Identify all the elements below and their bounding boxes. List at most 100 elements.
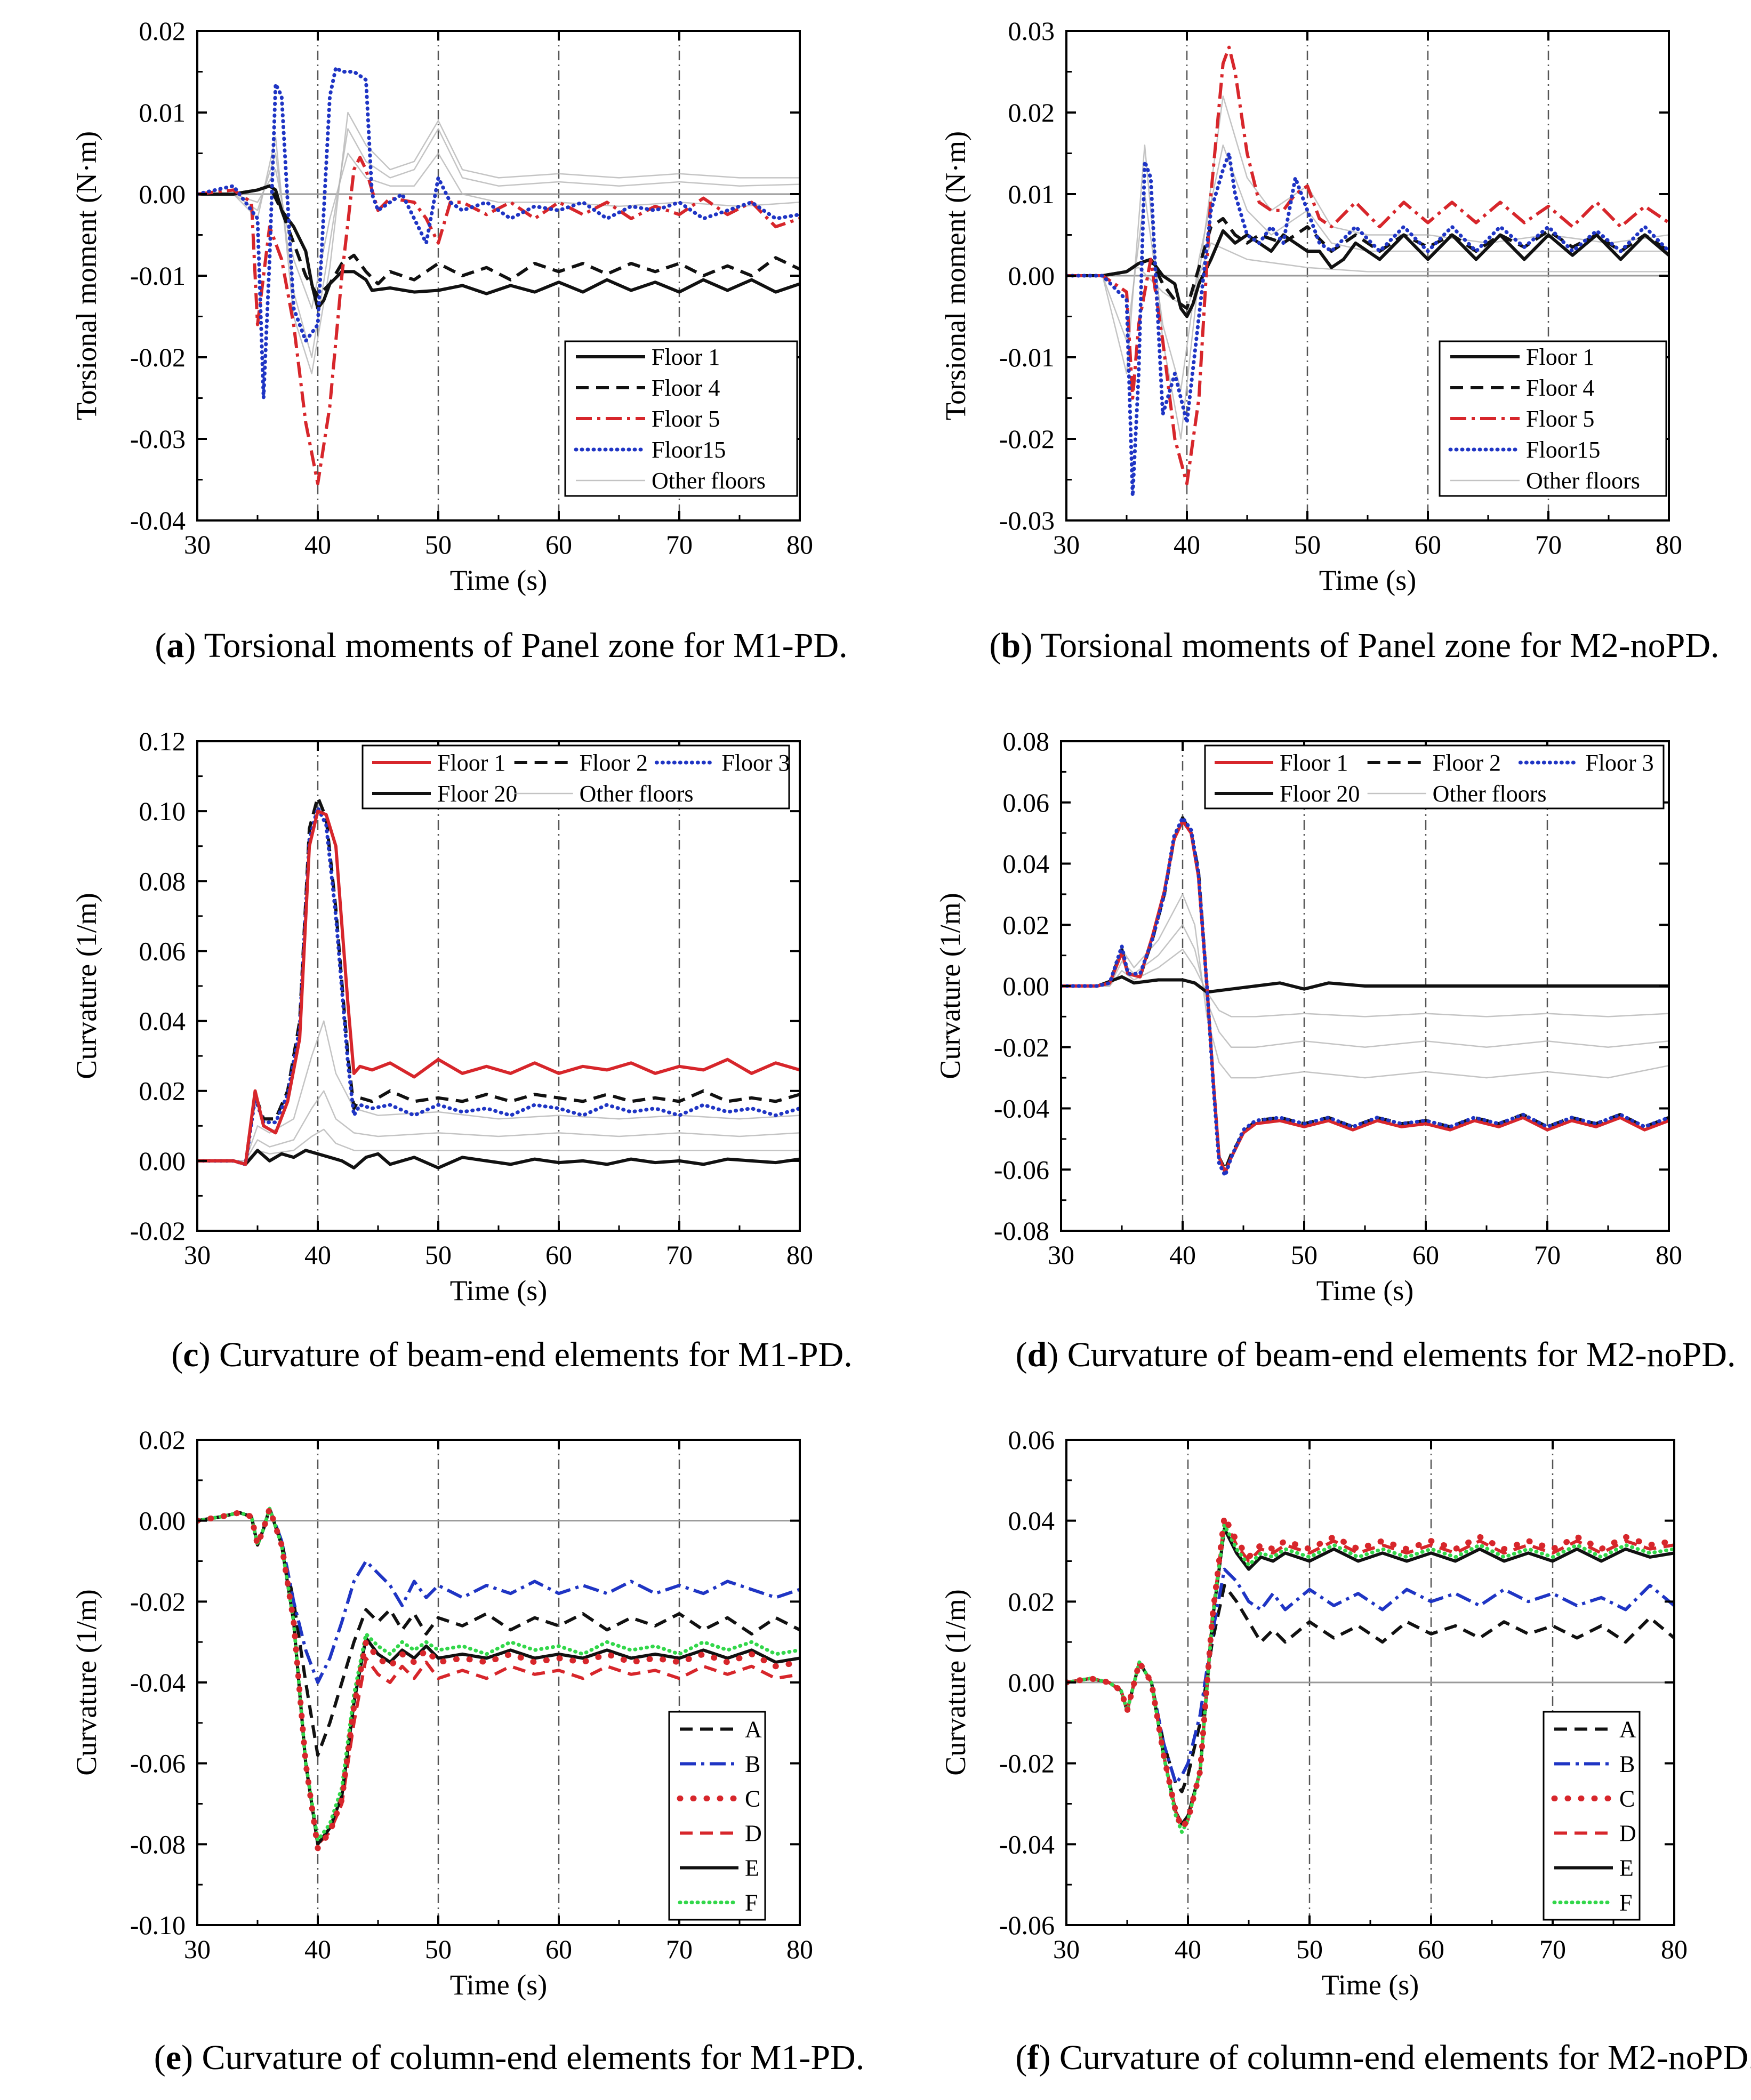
panel-caption: (f) Curvature of column-end elements for… bbox=[1015, 2038, 1751, 2077]
x-tick-label: 60 bbox=[545, 1240, 572, 1270]
y-tick-label: -0.06 bbox=[130, 1749, 186, 1778]
series-line-other-floors bbox=[197, 1128, 800, 1162]
y-tick-label: -0.02 bbox=[130, 1216, 186, 1246]
chart-panel-a: 30 40 50 60 70 80 -0.04 -0.03 -0.02 -0.01 0.00 0.01… bbox=[70, 16, 848, 665]
x-axis-label: Time (s) bbox=[450, 1275, 548, 1307]
legend-label: Floor 2 bbox=[580, 750, 648, 776]
x-tick-label: 60 bbox=[545, 1934, 572, 1964]
legend-label: B bbox=[745, 1751, 760, 1777]
panel-caption: (e) Curvature of column-end elements for… bbox=[154, 2038, 864, 2077]
x-tick-label: 40 bbox=[304, 1240, 331, 1270]
y-tick-label: -0.03 bbox=[130, 424, 186, 454]
x-tick-label: 80 bbox=[1656, 1240, 1682, 1270]
x-tick-label: 70 bbox=[1535, 530, 1562, 559]
series-line-a bbox=[197, 1506, 800, 1757]
panel-caption: (d) Curvature of beam-end elements for M… bbox=[1016, 1335, 1736, 1374]
legend-label: Floor 1 bbox=[1526, 344, 1594, 370]
legend-label: E bbox=[1619, 1855, 1634, 1881]
y-tick-label: -0.06 bbox=[999, 1910, 1055, 1940]
caption-text: Torsional moments of Panel zone for M1-P… bbox=[196, 626, 847, 665]
caption-letter: b bbox=[1001, 626, 1021, 665]
y-tick-label: 0.01 bbox=[1008, 179, 1055, 209]
x-tick-label: 70 bbox=[666, 530, 693, 559]
y-tick-label: 0.02 bbox=[1008, 98, 1055, 127]
y-tick-label: -0.10 bbox=[130, 1910, 186, 1940]
y-axis-label: Curvature (1/m) bbox=[70, 893, 102, 1079]
caption-paren-close: ) bbox=[181, 2038, 193, 2077]
caption-letter: d bbox=[1027, 1335, 1047, 1374]
y-tick-label: 0.01 bbox=[139, 98, 186, 127]
x-tick-label: 50 bbox=[1296, 1934, 1323, 1964]
series-line-c bbox=[1066, 1513, 1674, 1831]
y-tick-label: 0.00 bbox=[1003, 971, 1050, 1001]
legend-box bbox=[1439, 340, 1667, 497]
panel-caption: (c) Curvature of beam-end elements for M… bbox=[171, 1335, 852, 1374]
series-line-floor15 bbox=[197, 66, 800, 400]
y-tick-label: -0.01 bbox=[999, 342, 1055, 372]
legend-label: Other floors bbox=[580, 781, 694, 807]
x-tick-label: 40 bbox=[1175, 1934, 1201, 1964]
legend-label: A bbox=[745, 1717, 762, 1743]
y-tick-label: 0.00 bbox=[1008, 1668, 1055, 1697]
x-tick-label: 80 bbox=[786, 530, 813, 559]
caption-paren-close: ) bbox=[1039, 2038, 1050, 2077]
legend-label: Other floors bbox=[652, 468, 766, 494]
y-tick-label: -0.02 bbox=[999, 1749, 1055, 1778]
caption-letter: c bbox=[183, 1335, 198, 1374]
legend-label: Floor 1 bbox=[437, 750, 505, 776]
plot-frame bbox=[196, 740, 801, 1232]
series-line-floor-4 bbox=[1066, 217, 1669, 310]
y-tick-label: 0.04 bbox=[139, 1006, 186, 1036]
legend-label: Other floors bbox=[1433, 781, 1547, 807]
series-line-other-floors bbox=[197, 111, 800, 374]
x-axis-label: Time (s) bbox=[1316, 1275, 1414, 1307]
x-tick-label: 50 bbox=[425, 1240, 452, 1270]
series-group bbox=[197, 66, 800, 486]
series-line-floor-20 bbox=[1061, 975, 1669, 994]
series-line-floor-1 bbox=[197, 184, 800, 310]
legend-label: F bbox=[745, 1890, 758, 1916]
chart-panel-e: 30 40 50 60 70 80 -0.10 -0.08 -0.06 -0.04 -0.02 0.0… bbox=[70, 1425, 864, 2077]
series-line-floor-2 bbox=[197, 795, 800, 1166]
x-tick-label: 60 bbox=[1418, 1934, 1444, 1964]
legend-box bbox=[362, 744, 790, 809]
y-tick-label: -0.03 bbox=[999, 506, 1055, 535]
series-line-floor15 bbox=[1066, 151, 1669, 498]
x-tick-label: 80 bbox=[786, 1240, 813, 1270]
chart-panel-f: 30 40 50 60 70 80 -0.06 -0.04 -0.02 0.00 0.02 0.04 0… bbox=[939, 1425, 1751, 2077]
caption-paren-open: ( bbox=[1015, 2038, 1027, 2077]
y-tick-label: -0.08 bbox=[130, 1829, 186, 1859]
y-tick-label: 0.02 bbox=[1003, 910, 1050, 940]
x-tick-label: 40 bbox=[1174, 530, 1200, 559]
caption-text: Curvature of beam-end elements for M2-no… bbox=[1058, 1335, 1736, 1374]
caption-paren-open: ( bbox=[989, 626, 1001, 665]
caption-paren-open: ( bbox=[1016, 1335, 1027, 1374]
series-line-floor-1 bbox=[1066, 229, 1669, 318]
chart-panel-d: 30 40 50 60 70 80 -0.08 -0.06 -0.04 -0.02 0.00 0.02… bbox=[934, 726, 1736, 1374]
legend-label: Floor 1 bbox=[652, 344, 720, 370]
series-line-other-floors bbox=[197, 153, 800, 309]
caption-paren-close: ) bbox=[1021, 626, 1032, 665]
x-tick-label: 30 bbox=[1048, 1240, 1074, 1270]
legend-label: Floor 4 bbox=[652, 375, 720, 401]
y-axis-label: Curvature (1/m) bbox=[934, 893, 966, 1079]
legend-label: Floor15 bbox=[1526, 437, 1600, 463]
x-tick-label: 40 bbox=[304, 1934, 331, 1964]
x-tick-label: 40 bbox=[304, 530, 331, 559]
y-tick-label: 0.12 bbox=[139, 726, 186, 756]
y-tick-label: -0.02 bbox=[994, 1032, 1049, 1062]
caption-paren-open: ( bbox=[154, 2038, 166, 2077]
x-tick-label: 30 bbox=[184, 1934, 211, 1964]
series-line-other-floors bbox=[1066, 242, 1669, 309]
series-group bbox=[1061, 815, 1669, 1178]
legend-label: B bbox=[1619, 1751, 1635, 1777]
x-axis-label: Time (s) bbox=[450, 564, 548, 596]
series-line-b bbox=[1066, 1567, 1674, 1785]
caption-text: Curvature of column-end elements for M2-… bbox=[1050, 2038, 1751, 2077]
y-tick-label: 0.00 bbox=[139, 1506, 186, 1536]
y-tick-label: -0.06 bbox=[994, 1155, 1049, 1184]
y-tick-label: -0.02 bbox=[999, 424, 1055, 454]
